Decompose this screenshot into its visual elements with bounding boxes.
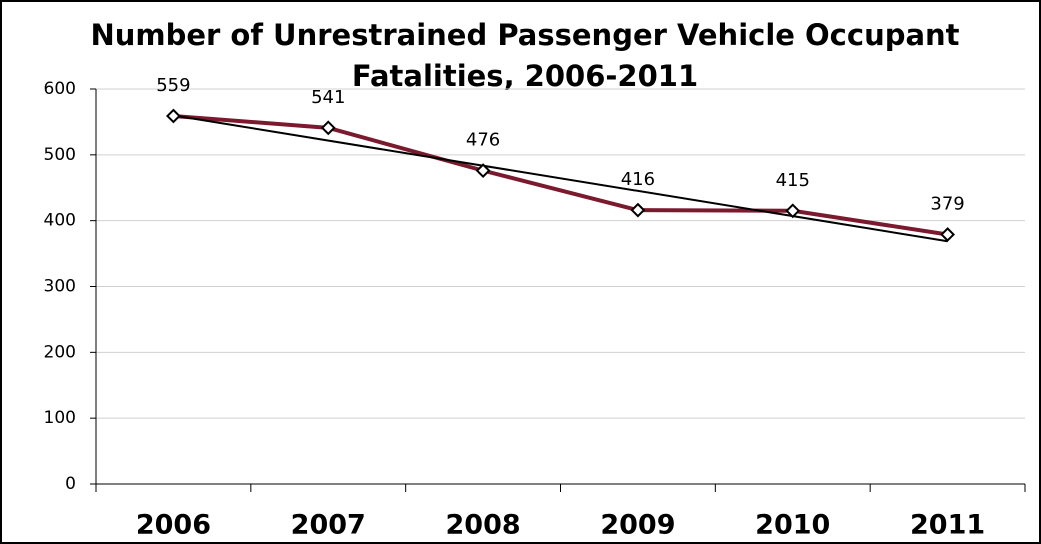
y-tick-label: 600 xyxy=(44,79,76,99)
y-tick-label: 200 xyxy=(44,342,76,362)
y-tick-label: 500 xyxy=(44,145,76,165)
point-marker xyxy=(785,203,801,219)
point-marker xyxy=(940,227,955,242)
y-tick-label: 0 xyxy=(65,474,76,494)
series-line xyxy=(173,113,948,237)
x-tick-label: 2011 xyxy=(910,510,985,541)
data-label: 541 xyxy=(311,87,345,108)
y-tick-label: 100 xyxy=(44,408,76,428)
data-label: 476 xyxy=(466,130,500,151)
point-marker xyxy=(320,120,336,136)
data-label: 416 xyxy=(621,169,655,190)
data-label: 559 xyxy=(156,75,190,96)
chart-title: Number of Unrestrained Passenger Vehicle… xyxy=(90,18,959,52)
chart-title: Fatalities, 2006-2011 xyxy=(352,59,698,93)
point-marker xyxy=(475,163,491,179)
y-tick-label: 300 xyxy=(44,277,76,297)
point-marker xyxy=(630,202,646,218)
data-label: 379 xyxy=(930,193,964,214)
data-label: 415 xyxy=(776,170,810,191)
y-tick-label: 400 xyxy=(44,211,76,231)
x-tick-label: 2010 xyxy=(755,510,830,541)
x-tick-label: 2008 xyxy=(446,510,521,541)
x-tick-label: 2007 xyxy=(291,510,366,541)
x-tick-label: 2006 xyxy=(136,510,211,541)
x-tick-label: 2009 xyxy=(600,510,675,541)
trendline xyxy=(173,114,948,243)
point-marker xyxy=(166,108,181,124)
